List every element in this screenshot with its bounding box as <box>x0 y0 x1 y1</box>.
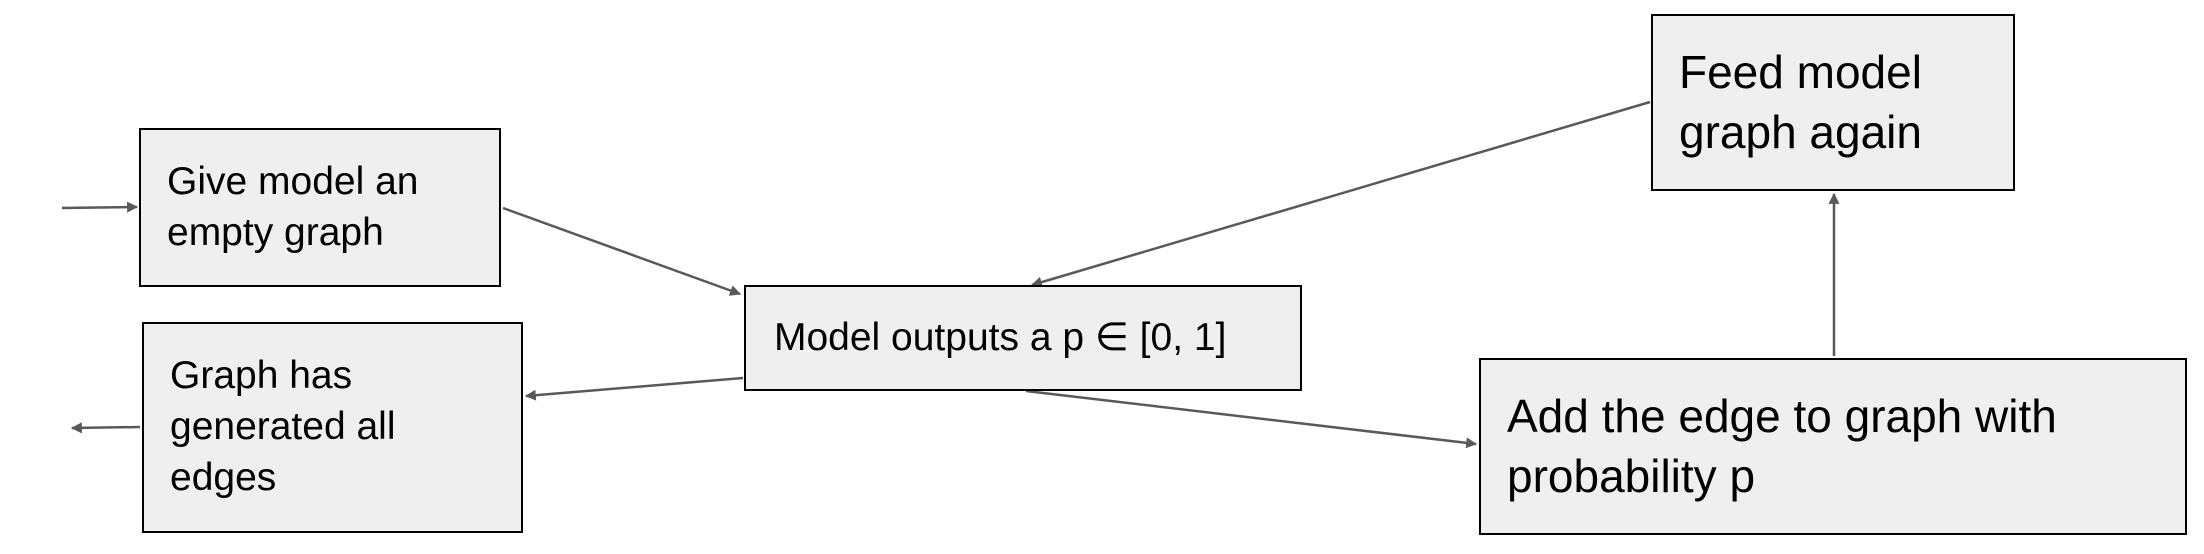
arrow-give-model-to-model-outputs <box>503 208 740 294</box>
node-graph-done-label: Graph has generated all edges <box>170 351 495 503</box>
arrow-start-to-give-model <box>62 207 137 208</box>
arrow-model-outputs-to-graph-done <box>526 378 743 396</box>
node-model-outputs-label: Model outputs a p ∈ [0, 1] <box>774 313 1226 364</box>
node-model-outputs-p: Model outputs a p ∈ [0, 1] <box>744 285 1302 391</box>
node-graph-generated-all-edges: Graph has generated all edges <box>142 322 523 533</box>
node-add-edge-with-probability: Add the edge to graph with probability p <box>1479 358 2187 535</box>
arrow-model-outputs-to-add-edge <box>1026 391 1476 444</box>
node-give-model-label: Give model an empty graph <box>167 157 473 258</box>
node-give-model-empty-graph: Give model an empty graph <box>139 128 501 287</box>
arrow-graph-done-to-end <box>72 427 140 428</box>
node-feed-model-graph-again: Feed model graph again <box>1651 14 2015 191</box>
arrow-feed-again-to-model-outputs <box>1032 102 1650 285</box>
node-feed-again-label: Feed model graph again <box>1679 43 1987 163</box>
node-add-edge-label: Add the edge to graph with probability p <box>1507 387 2159 507</box>
